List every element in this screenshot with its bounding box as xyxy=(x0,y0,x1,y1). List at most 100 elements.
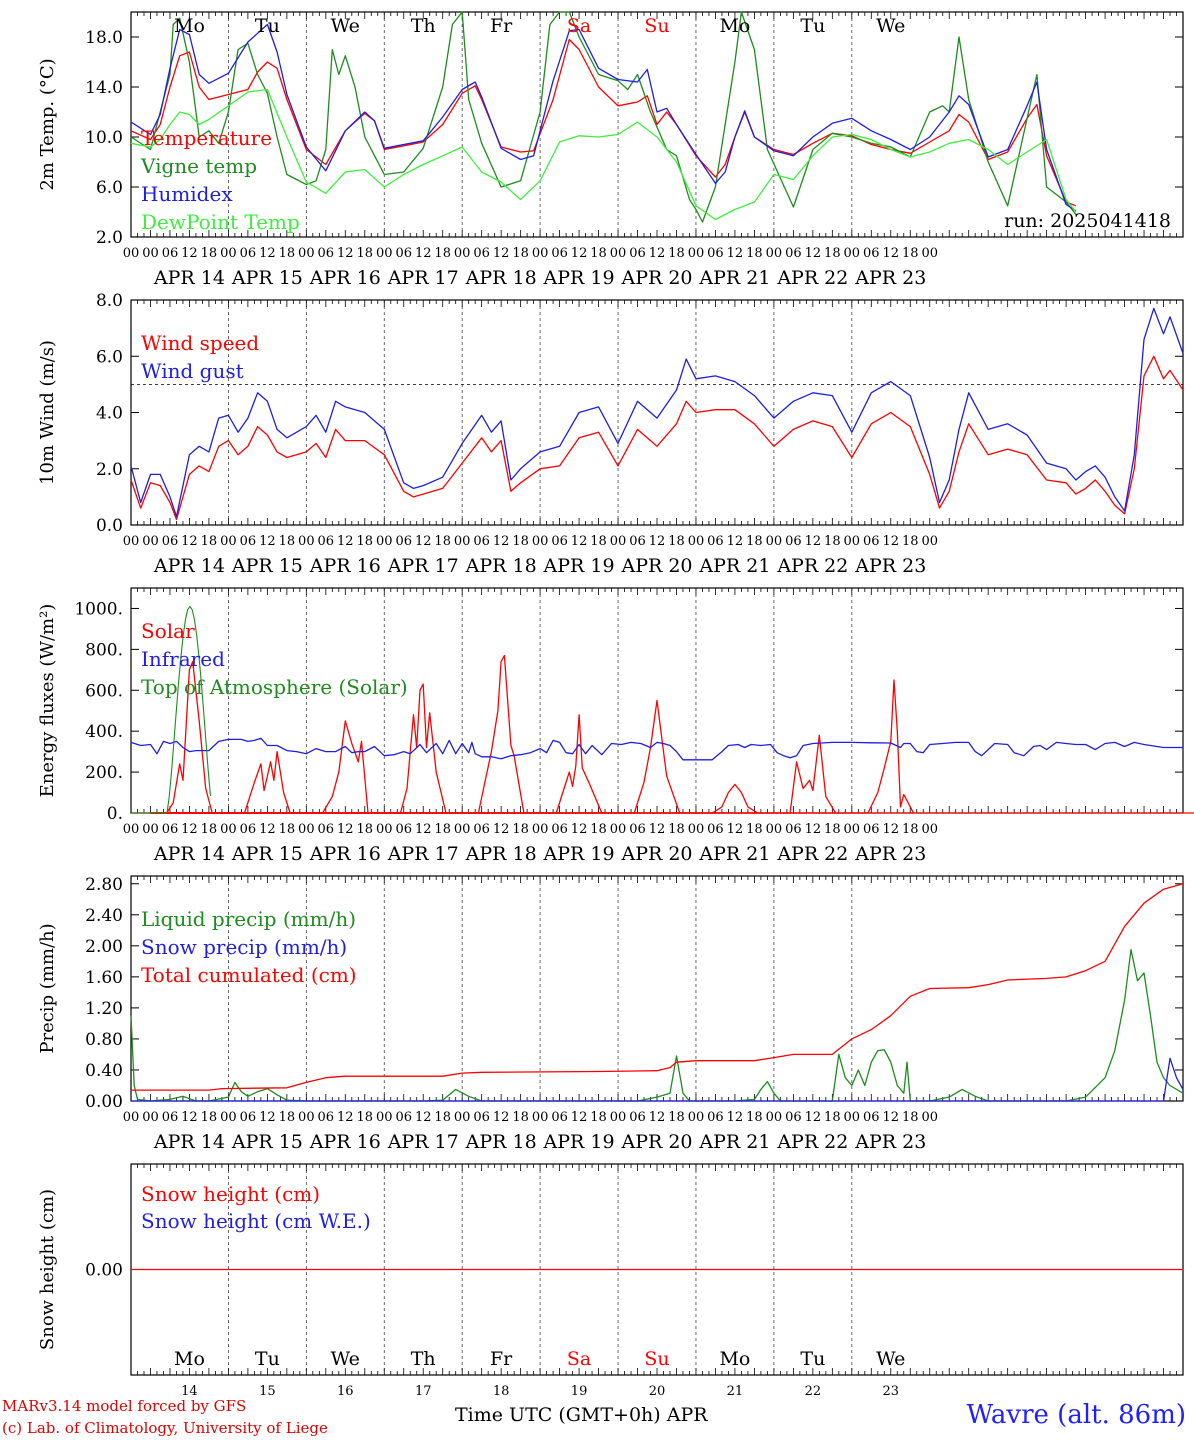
hour-tick-label: 12 xyxy=(571,246,588,261)
hour-tick-label: 00 xyxy=(123,534,140,549)
hour-tick-label: 18 xyxy=(590,534,607,549)
date-label: APR 21 xyxy=(698,1131,770,1153)
hour-tick-label: 06 xyxy=(629,822,646,837)
hour-tick-label: 06 xyxy=(240,246,257,261)
hour-tick-label: 00 xyxy=(220,1110,237,1125)
series-dewpoint-temp xyxy=(130,88,1077,221)
hour-tick-label: 00 xyxy=(766,822,783,837)
day-number: 23 xyxy=(883,1384,900,1399)
hour-tick-label: 06 xyxy=(240,534,257,549)
day-number: 22 xyxy=(805,1384,822,1399)
hour-tick-label: 00 xyxy=(454,822,471,837)
legend-entry: Wind speed xyxy=(141,331,259,355)
hour-tick-label: 00 xyxy=(610,246,627,261)
y-tick-label: 0.80 xyxy=(85,1030,123,1050)
legend-entry: Snow precip (mm/h) xyxy=(141,935,347,959)
hour-tick-label: 18 xyxy=(279,1110,296,1125)
legend-entry: DewPoint Temp xyxy=(141,210,300,234)
panel-2: 0.0 2.0 4.0 6.0 8.0 10m Wind (m/s) APR 14 APR 1… xyxy=(37,291,1184,577)
hour-tick-label: 00 xyxy=(844,1110,861,1125)
station-name: Wavre (alt. 86m) xyxy=(966,1400,1186,1430)
y-tick-label: 1.20 xyxy=(85,999,123,1019)
hour-tick-label: 00 xyxy=(142,246,159,261)
hour-tick-label: 18 xyxy=(279,534,296,549)
legend-entry: Temperature xyxy=(141,126,272,150)
hour-tick-label: 18 xyxy=(590,1110,607,1125)
hour-tick-label: 12 xyxy=(259,822,276,837)
hour-tick-label: 18 xyxy=(357,822,374,837)
series-wind-speed xyxy=(130,355,1184,521)
series-vigne-temp xyxy=(130,11,1077,223)
hour-tick-label: 00 xyxy=(298,534,315,549)
panel-5: 0.00 Snow height (cm) Snow height (cm) Snow… xyxy=(37,1163,1184,1399)
legend-entry: Top of Atmosphere (Solar) xyxy=(141,675,408,699)
hour-tick-label: 06 xyxy=(785,1110,802,1125)
hour-tick-label: 00 xyxy=(532,822,549,837)
y-tick-label: 2.40 xyxy=(85,906,123,926)
hour-tick-label: 12 xyxy=(337,246,354,261)
hour-tick-label: 12 xyxy=(181,1110,198,1125)
day-name: Tu xyxy=(800,1348,825,1370)
hour-tick-label: 06 xyxy=(473,822,490,837)
legend-entry: Liquid precip (mm/h) xyxy=(141,907,356,931)
day-name: Th xyxy=(411,15,436,37)
day-name: Tu xyxy=(255,15,280,37)
y-axis-label: 10m Wind (m/s) xyxy=(37,340,58,485)
hour-tick-label: 06 xyxy=(395,534,412,549)
date-label: APR 14 xyxy=(153,267,225,289)
day-name: Su xyxy=(644,15,669,37)
date-label: APR 16 xyxy=(309,267,381,289)
hour-tick-label: 12 xyxy=(493,246,510,261)
panel-4: 0.00 0.40 0.80 1.20 1.60 2.00 2.40 2.80 Precip (… xyxy=(37,875,1184,1153)
hour-tick-label: 06 xyxy=(395,1110,412,1125)
hour-tick-label: 12 xyxy=(259,1110,276,1125)
hour-tick-label: 00 xyxy=(376,1110,393,1125)
hour-tick-label: 18 xyxy=(668,1110,685,1125)
hour-tick-label: 06 xyxy=(240,1110,257,1125)
day-name: Fr xyxy=(490,15,513,37)
day-name: Mo xyxy=(719,1348,750,1370)
series-wind-gust xyxy=(130,307,1184,518)
panel-3: 0. 200. 400. 600. 800. 1000. Energy fluxes (W/… xyxy=(37,587,1194,865)
hour-tick-label: 12 xyxy=(805,1110,822,1125)
day-name: Su xyxy=(644,1348,669,1370)
date-label: APR 18 xyxy=(465,843,537,865)
hour-tick-label: 00 xyxy=(142,822,159,837)
y-tick-label: 400. xyxy=(85,722,123,742)
date-label: APR 19 xyxy=(543,1131,615,1153)
hour-tick-label: 06 xyxy=(162,822,179,837)
hour-tick-label: 00 xyxy=(610,1110,627,1125)
hour-tick-label: 00 xyxy=(454,534,471,549)
day-name: Tu xyxy=(255,1348,280,1370)
date-label: APR 22 xyxy=(776,843,848,865)
y-tick-label: 2.00 xyxy=(85,937,123,957)
day-name: Tu xyxy=(800,15,825,37)
hour-tick-label: 00 xyxy=(610,822,627,837)
hour-tick-label: 00 xyxy=(220,246,237,261)
hour-tick-label: 06 xyxy=(395,822,412,837)
hour-tick-label: 18 xyxy=(357,534,374,549)
date-label: APR 21 xyxy=(698,843,770,865)
day-name: Mo xyxy=(174,15,205,37)
y-tick-label: 600. xyxy=(85,681,123,701)
hour-tick-label: 18 xyxy=(279,822,296,837)
y-tick-label: 2.80 xyxy=(85,875,123,895)
hour-tick-label: 06 xyxy=(863,246,880,261)
date-label: APR 19 xyxy=(543,267,615,289)
series-solar xyxy=(150,720,369,814)
legend-entry: Vigne temp xyxy=(140,154,257,178)
day-name: We xyxy=(331,1348,360,1370)
hour-tick-label: 12 xyxy=(571,822,588,837)
hour-tick-label: 00 xyxy=(766,246,783,261)
hour-tick-label: 06 xyxy=(707,246,724,261)
hour-tick-label: 18 xyxy=(902,1110,919,1125)
hour-tick-label: 06 xyxy=(162,246,179,261)
date-label: APR 15 xyxy=(231,843,303,865)
hour-tick-label: 06 xyxy=(473,534,490,549)
day-number: 21 xyxy=(727,1384,744,1399)
date-label: APR 21 xyxy=(698,555,770,577)
hour-tick-label: 00 xyxy=(921,822,938,837)
hour-tick-label: 06 xyxy=(629,1110,646,1125)
hour-tick-label: 12 xyxy=(181,822,198,837)
